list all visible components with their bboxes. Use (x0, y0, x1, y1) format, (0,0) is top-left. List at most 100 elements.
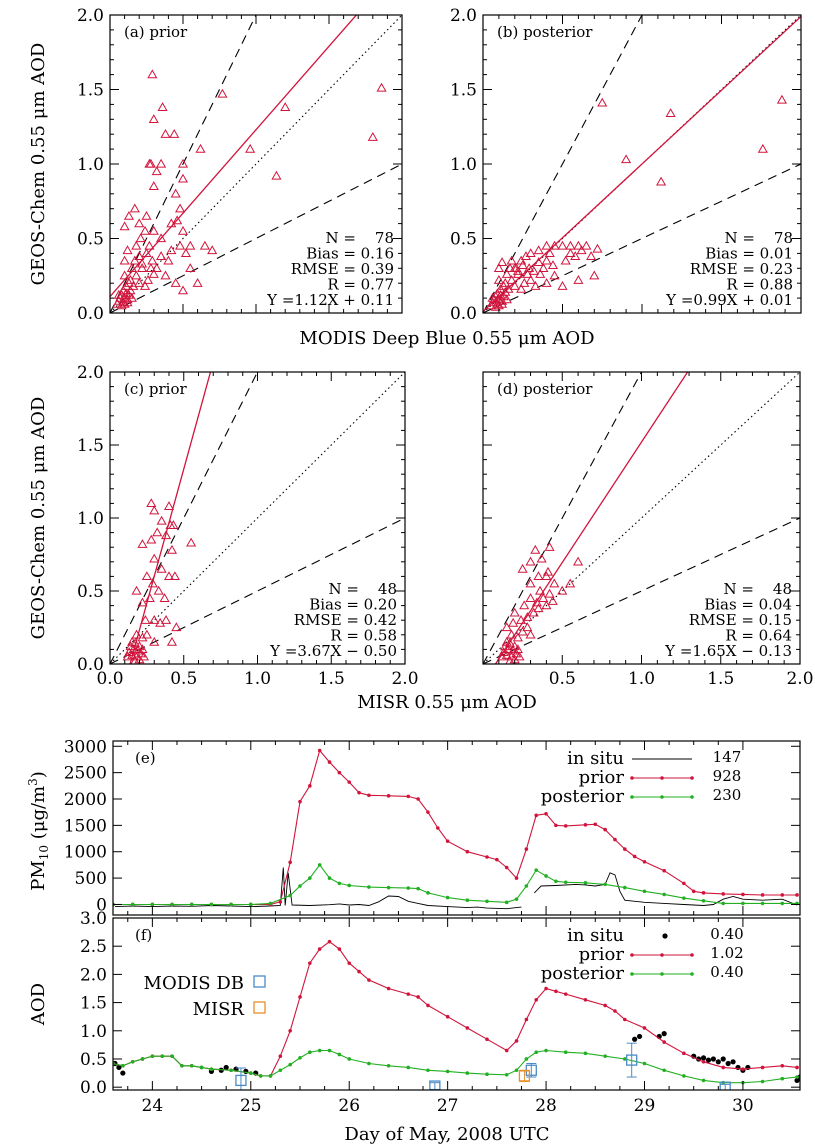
prior-line-point (308, 961, 312, 965)
posterior-line-point (386, 1063, 391, 1068)
data-point (621, 154, 632, 164)
posterior-line-point (682, 1074, 686, 1078)
prior-line-point (741, 892, 745, 897)
data-point (153, 585, 164, 595)
posterior-line-point (623, 885, 627, 890)
stat-value-rmse: 0.39 (361, 260, 394, 278)
stat-name-r: R = (327, 276, 356, 294)
data-point (525, 578, 536, 588)
data-point (126, 263, 137, 272)
prior-line-point (795, 893, 799, 897)
data-point (497, 257, 508, 266)
y-axis-title-aod: AOD (28, 983, 49, 1026)
prior-line-point (534, 813, 539, 818)
y-tick-label: 500 (75, 869, 107, 889)
y-axis-title-mid: GEOS-Chem 0.55 μm AOD (28, 397, 49, 640)
data-point (565, 578, 576, 588)
data-point (141, 571, 152, 581)
posterior-line-point (140, 1057, 145, 1061)
data-point (145, 263, 156, 272)
data-point (506, 275, 517, 284)
posterior-line-point (229, 1068, 233, 1073)
data-point (509, 607, 520, 617)
prior-line-point (406, 794, 411, 799)
data-point (156, 233, 167, 243)
data-point (156, 158, 167, 168)
posterior-line-point (337, 881, 342, 886)
y-tick-label: 0.0 (450, 304, 477, 324)
insitu-point (730, 1059, 736, 1065)
data-point (168, 520, 179, 529)
prior-line-point (327, 939, 332, 944)
data-point (530, 544, 541, 554)
prior-line-point (534, 997, 539, 1002)
data-point (156, 251, 167, 261)
data-point (186, 537, 197, 547)
data-point (146, 498, 157, 508)
posterior-line-point (583, 1051, 588, 1056)
panel-b: 0.0 0.5 1.0 1.5 2.0 (b) posterior N = 78 Bias =… (450, 6, 802, 324)
insitu-point (710, 1056, 716, 1062)
data-point (581, 240, 592, 250)
legend-marker (690, 795, 694, 799)
data-point (514, 651, 525, 661)
data-point (541, 240, 552, 250)
data-point (517, 626, 528, 636)
x-tick-label: 1.0 (628, 669, 655, 689)
posterior-line-point (150, 902, 155, 907)
prior-line-point (760, 893, 765, 897)
data-point (137, 632, 148, 642)
posterior-line-point (485, 1072, 489, 1077)
posterior-line-point (603, 1054, 607, 1058)
posterior-line-point (445, 1069, 450, 1074)
data-point (146, 534, 157, 544)
plot-area-f (113, 939, 800, 1090)
data-point (533, 257, 544, 266)
stat-value-n: 48 (773, 580, 792, 598)
posterior-line-point (386, 885, 391, 890)
data-point (144, 593, 155, 602)
prior-line-point (524, 1017, 529, 1022)
posterior-line-point (317, 1048, 322, 1053)
pm10-title-part: (μg/m (28, 786, 49, 845)
data-point (130, 638, 141, 648)
axes-frame (112, 917, 801, 1091)
posterior-line-point (130, 902, 135, 907)
posterior-line-point (465, 1071, 470, 1075)
prior-line-point (514, 1039, 519, 1043)
data-point (175, 203, 186, 213)
panel-label: (a) prior (124, 23, 188, 41)
data-point (533, 571, 544, 581)
posterior-line-point (554, 879, 558, 884)
prior-line-point (795, 1065, 799, 1070)
panel-label: (c) prior (124, 380, 187, 398)
y-tick-label: 1.5 (77, 436, 104, 456)
data-point (177, 158, 189, 168)
prior-line-point (563, 992, 568, 996)
prior-line-point (485, 855, 489, 859)
data-point (140, 614, 151, 624)
legend-marker (660, 776, 664, 780)
upper-envelope-line (483, 372, 642, 664)
prior-line-point (347, 961, 352, 965)
data-point (152, 527, 163, 537)
data-point (131, 270, 142, 280)
insitu-point (218, 1067, 224, 1073)
y-tick-label: 0.0 (77, 655, 104, 675)
stat-name-n: N = (329, 580, 359, 598)
y-tick-label: 2.0 (77, 6, 104, 26)
data-point (122, 651, 133, 661)
x-tick-label: 24 (142, 1096, 164, 1116)
prior-line-point (563, 824, 568, 828)
legend-marker (660, 953, 664, 957)
data-point (530, 280, 541, 290)
stat-value-n: 48 (378, 580, 397, 598)
prior-line-point (386, 794, 391, 798)
y-tick-label: 0 (96, 895, 107, 915)
data-point (576, 245, 587, 255)
posterior-line-point (229, 902, 233, 907)
data-point (570, 251, 581, 261)
lower-envelope-line (483, 517, 800, 664)
data-point (517, 260, 528, 269)
prior-line-point (504, 1048, 509, 1053)
